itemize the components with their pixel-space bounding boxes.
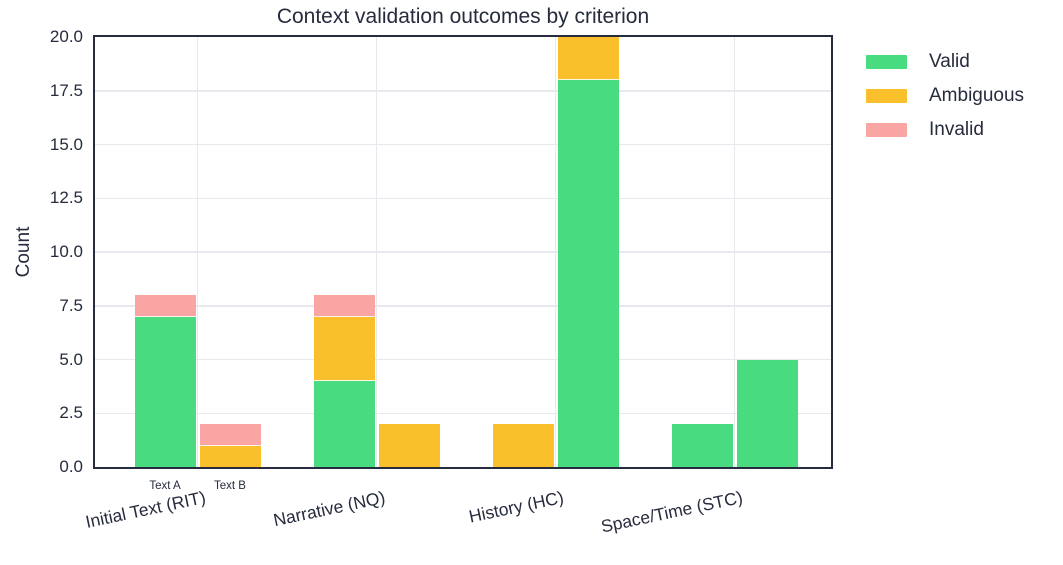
- legend-item-valid: Valid: [866, 51, 1024, 72]
- bar-segment-invalid: [134, 295, 196, 317]
- bar-narrative-nq--text-a: [313, 295, 375, 467]
- bar-history-hc--text-a: [492, 424, 554, 467]
- legend-swatch-icon: [866, 123, 907, 137]
- v-gridline: [733, 37, 736, 467]
- legend-label: Invalid: [929, 119, 984, 140]
- legend-swatch-icon: [866, 89, 907, 103]
- v-gridline: [554, 37, 557, 467]
- legend: Valid Ambiguous Invalid: [866, 51, 1025, 140]
- bar-segment-ambiguous: [313, 316, 375, 381]
- h-gridline: [95, 412, 831, 414]
- bar-narrative-nq--text-b: [378, 424, 440, 467]
- bar-initial-text-rit--text-a: [134, 295, 196, 467]
- legend-item-invalid: Invalid: [866, 119, 1024, 140]
- bar-segment-valid: [671, 424, 733, 467]
- bar-segment-ambiguous: [492, 424, 554, 467]
- chart-title: Context validation outcomes by criterion: [276, 5, 650, 28]
- bar-segment-ambiguous: [557, 37, 619, 80]
- bar-initial-text-rit--text-b: [199, 424, 261, 467]
- x-tick-label: Initial Text (RIT): [83, 487, 208, 532]
- h-gridline: [95, 197, 831, 199]
- h-gridline: [95, 305, 831, 307]
- bar-segment-invalid: [313, 295, 375, 317]
- bar-segment-valid: [313, 381, 375, 467]
- y-tick-label: 12.5: [49, 188, 83, 208]
- y-tick-label: 7.5: [59, 295, 83, 315]
- h-gridline: [95, 143, 831, 146]
- bar-history-hc--text-b: [557, 37, 619, 467]
- legend-label: Valid: [929, 51, 970, 72]
- y-tick-label: 5.0: [59, 349, 83, 369]
- legend-swatch-icon: [866, 55, 907, 69]
- y-tick-label: 20.0: [49, 27, 83, 46]
- bar-sublabel: Text B: [214, 480, 246, 492]
- bar-space-time-stc--text-a: [671, 424, 733, 467]
- y-tick-label: 17.5: [49, 80, 83, 100]
- v-gridline: [375, 37, 378, 467]
- h-gridline: [95, 251, 831, 253]
- h-gridline: [95, 90, 831, 92]
- y-tick-label: 15.0: [49, 134, 83, 154]
- v-gridline: [196, 37, 199, 467]
- h-gridline: [95, 358, 831, 361]
- bar-sublabel: Text A: [149, 480, 181, 492]
- y-tick-label: 0.0: [59, 457, 83, 476]
- bar-segment-valid: [134, 316, 196, 467]
- plot-area: [93, 35, 833, 469]
- bar-segment-ambiguous: [378, 424, 440, 467]
- bar-segment-valid: [736, 359, 798, 467]
- bar-segment-ambiguous: [199, 445, 261, 467]
- bar-segment-valid: [557, 80, 619, 467]
- legend-item-ambiguous: Ambiguous: [866, 85, 1025, 106]
- x-tick-label: History (HC): [467, 487, 566, 527]
- x-tick-label: Narrative (NQ): [271, 487, 387, 531]
- bar-space-time-stc--text-b: [736, 359, 798, 467]
- x-tick-label: Space/Time (STC): [599, 487, 745, 537]
- legend-label: Ambiguous: [929, 85, 1025, 106]
- bar-segment-invalid: [199, 424, 261, 446]
- y-tick-label: 2.5: [59, 403, 83, 423]
- y-tick-label: 10.0: [49, 242, 83, 261]
